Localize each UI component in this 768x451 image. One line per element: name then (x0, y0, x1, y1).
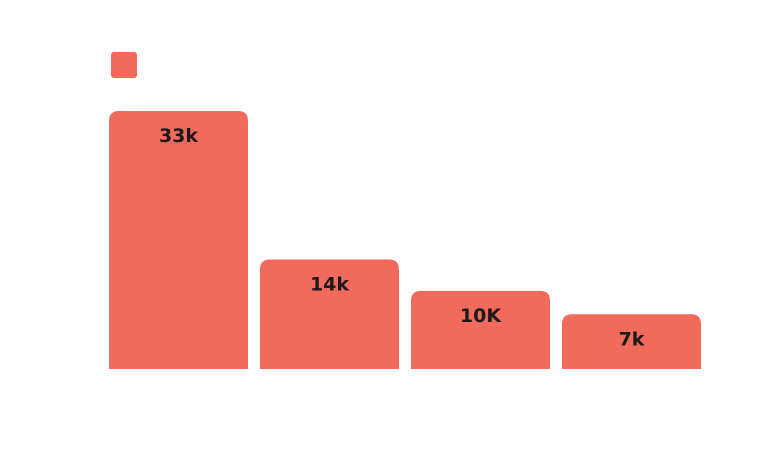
bars-group (109, 111, 701, 369)
bar-2 (260, 259, 399, 369)
legend-swatch (111, 52, 137, 78)
legend (111, 52, 137, 78)
bar-4-value-label: 7k (619, 328, 645, 350)
bar-2-value-label: 14k (310, 274, 349, 296)
bar-1-value-label: 33k (159, 125, 198, 147)
bar-3 (411, 290, 550, 369)
bar-3-value-label: 10K (460, 305, 502, 327)
data-labels-group: 33k 14k 10K 7k (159, 125, 645, 350)
bar-4 (562, 314, 701, 369)
bar-1 (109, 111, 248, 369)
